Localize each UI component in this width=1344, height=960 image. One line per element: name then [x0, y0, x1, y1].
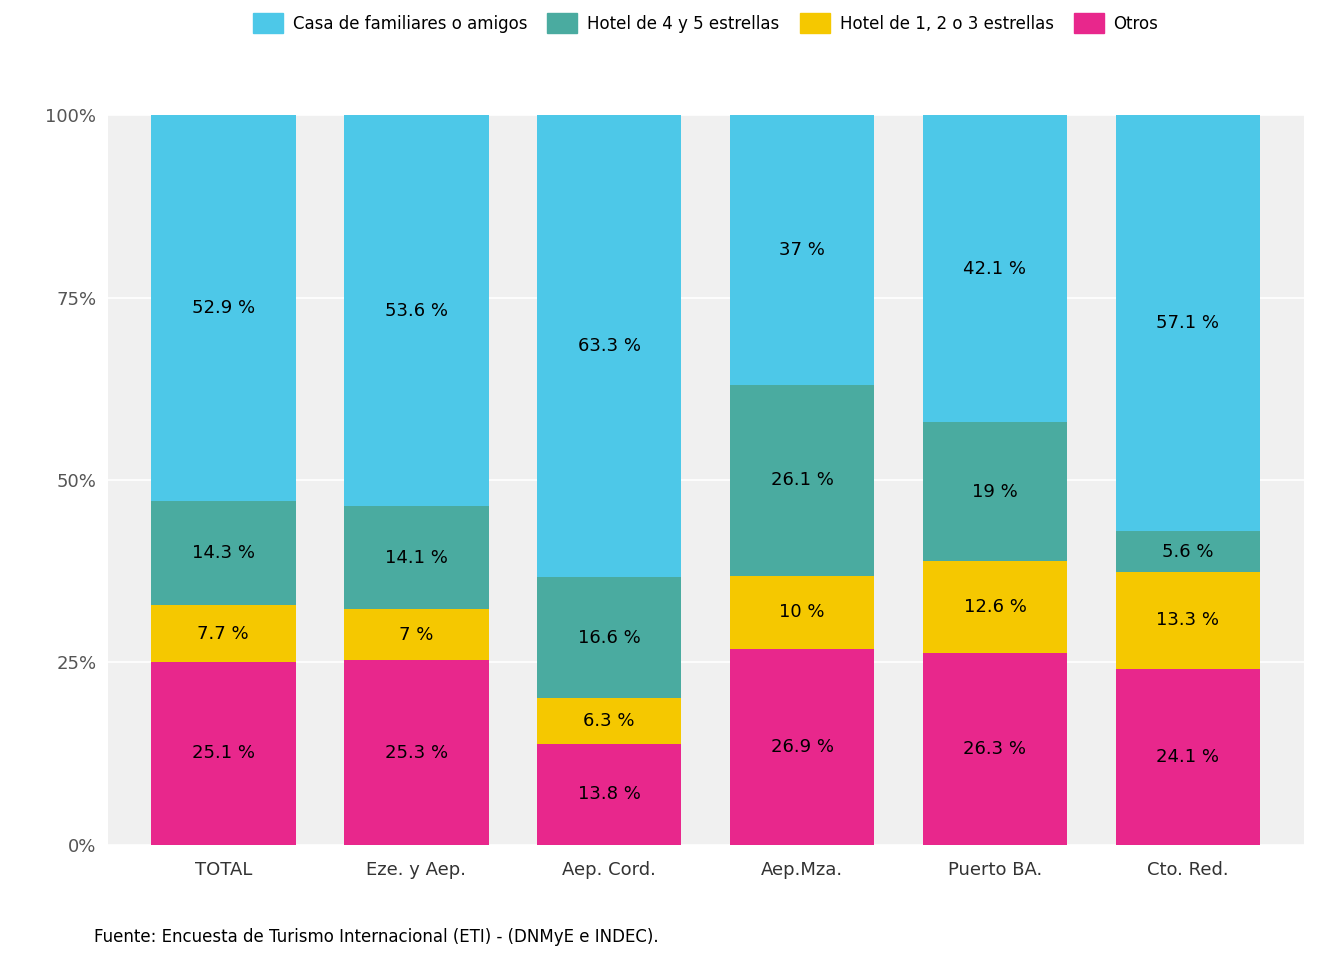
- Legend: Casa de familiares o amigos, Hotel de 4 y 5 estrellas, Hotel de 1, 2 o 3 estrell: Casa de familiares o amigos, Hotel de 4 …: [246, 7, 1165, 39]
- Bar: [922, 561, 1067, 653]
- Bar: [1116, 531, 1261, 572]
- Bar: [1116, 572, 1261, 669]
- Text: 10 %: 10 %: [780, 603, 825, 621]
- Text: 25.3 %: 25.3 %: [384, 743, 448, 761]
- Text: 5.6 %: 5.6 %: [1163, 542, 1214, 561]
- Bar: [344, 115, 489, 506]
- Bar: [1116, 114, 1261, 531]
- Text: 13.8 %: 13.8 %: [578, 785, 641, 804]
- Text: 7 %: 7 %: [399, 626, 433, 643]
- Bar: [730, 115, 875, 385]
- Text: 24.1 %: 24.1 %: [1156, 748, 1219, 766]
- Text: 53.6 %: 53.6 %: [384, 301, 448, 320]
- Bar: [151, 501, 296, 606]
- Bar: [344, 660, 489, 845]
- Bar: [151, 115, 296, 501]
- Text: 7.7 %: 7.7 %: [198, 625, 249, 642]
- Bar: [922, 422, 1067, 561]
- Bar: [536, 698, 681, 744]
- Bar: [536, 744, 681, 845]
- Bar: [536, 577, 681, 698]
- Bar: [536, 115, 681, 577]
- Text: 26.3 %: 26.3 %: [964, 740, 1027, 757]
- Bar: [344, 610, 489, 660]
- Text: Fuente: Encuesta de Turismo Internacional (ETI) - (DNMyE e INDEC).: Fuente: Encuesta de Turismo Internaciona…: [94, 927, 659, 946]
- Bar: [151, 606, 296, 661]
- Bar: [922, 653, 1067, 845]
- Text: 37 %: 37 %: [780, 241, 825, 259]
- Text: 19 %: 19 %: [972, 483, 1017, 501]
- Bar: [730, 649, 875, 845]
- Text: 52.9 %: 52.9 %: [192, 300, 255, 317]
- Text: 25.1 %: 25.1 %: [192, 744, 255, 762]
- Bar: [922, 115, 1067, 422]
- Text: 63.3 %: 63.3 %: [578, 337, 641, 355]
- Text: 16.6 %: 16.6 %: [578, 629, 641, 647]
- Bar: [1116, 669, 1261, 845]
- Bar: [151, 661, 296, 845]
- Text: 57.1 %: 57.1 %: [1156, 314, 1219, 332]
- Text: 26.9 %: 26.9 %: [770, 737, 833, 756]
- Text: 12.6 %: 12.6 %: [964, 598, 1027, 616]
- Bar: [730, 385, 875, 576]
- Bar: [730, 576, 875, 649]
- Text: 26.1 %: 26.1 %: [770, 471, 833, 490]
- Text: 13.3 %: 13.3 %: [1156, 612, 1219, 630]
- Text: 14.1 %: 14.1 %: [384, 549, 448, 566]
- Text: 14.3 %: 14.3 %: [192, 544, 255, 563]
- Text: 6.3 %: 6.3 %: [583, 712, 634, 731]
- Bar: [344, 506, 489, 610]
- Text: 42.1 %: 42.1 %: [964, 260, 1027, 277]
